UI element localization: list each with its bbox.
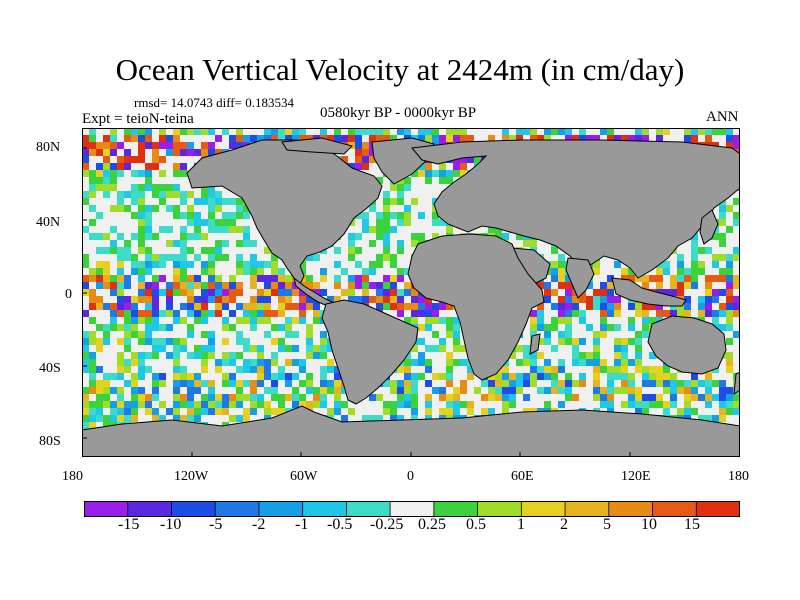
land-maritime-asia — [611, 277, 687, 307]
colorbar-box — [433, 501, 479, 517]
lat-tick-40s: 40S — [39, 361, 61, 376]
lon-tick-60w: 60W — [290, 469, 318, 484]
colorbar-box — [345, 501, 392, 517]
lat-tick-40n: 40N — [36, 215, 61, 230]
lon-tick-180w: 180 — [62, 469, 83, 484]
colorbar-label: -15 — [118, 516, 140, 533]
colorbar-label: 10 — [641, 516, 657, 533]
colorbar-box — [171, 501, 217, 517]
lat-tick-80n: 80N — [36, 140, 61, 155]
land-japan — [699, 209, 719, 245]
colorbar-label: -2 — [252, 516, 266, 533]
colorbar-box — [127, 501, 173, 517]
colorbar-label: 0.25 — [418, 516, 446, 533]
land-masses — [82, 137, 740, 457]
colorbar-label: 15 — [684, 516, 700, 533]
colorbar-label: -5 — [209, 516, 223, 533]
colorbar-label: 0.5 — [466, 516, 486, 533]
experiment-label: Expt = teioN-teina — [82, 111, 194, 127]
lat-tick-80s: 80S — [39, 434, 61, 449]
land-south-america — [321, 299, 419, 405]
colorbar-label: 5 — [603, 516, 611, 533]
colorbar-label: -10 — [160, 516, 182, 533]
colorbar-box — [520, 501, 566, 517]
colorbar-box — [695, 501, 740, 517]
colorbar-box — [564, 501, 610, 517]
colorbar-label: 1 — [517, 516, 525, 533]
colorbar-box — [214, 501, 260, 517]
land-new-zealand — [733, 371, 740, 396]
colorbar-box — [477, 501, 523, 517]
colorbar — [84, 501, 740, 517]
lon-tick-120e: 120E — [621, 469, 651, 484]
colorbar-box — [84, 501, 129, 517]
lon-tick-60e: 60E — [511, 469, 534, 484]
lon-tick-120w: 120W — [174, 469, 209, 484]
land-india — [565, 257, 595, 299]
colorbar-box — [389, 501, 435, 517]
colorbar-box — [652, 501, 698, 517]
colorbar-label: -0.25 — [370, 516, 404, 533]
map-ticks — [82, 147, 631, 457]
land-antarctica — [82, 405, 740, 457]
land-arctic-islands — [281, 137, 353, 155]
land-australia — [647, 315, 727, 375]
chart-title: Ocean Vertical Velocity at 2424m (in cm/… — [115, 52, 685, 87]
time-period-label: 0580kyr BP - 0000kyr BP — [320, 105, 477, 121]
land-north-america — [186, 139, 383, 285]
colorbar-label: -1 — [295, 516, 309, 533]
colorbar-label: 2 — [560, 516, 568, 533]
lon-tick-0: 0 — [407, 469, 414, 484]
season-label: ANN — [706, 109, 739, 125]
rmsd-diff-stats: rmsd= 14.0743 diff= 0.183534 — [134, 95, 294, 110]
land-africa — [407, 233, 545, 381]
land-madagascar — [529, 333, 541, 355]
colorbar-label: -0.5 — [327, 516, 353, 533]
colorbar-box — [302, 501, 348, 517]
lon-tick-180e: 180 — [728, 469, 749, 484]
colorbar-box — [608, 501, 654, 517]
velocity-map — [82, 128, 740, 457]
lat-tick-equator: 0 — [65, 287, 72, 302]
colorbar-box — [258, 501, 304, 517]
